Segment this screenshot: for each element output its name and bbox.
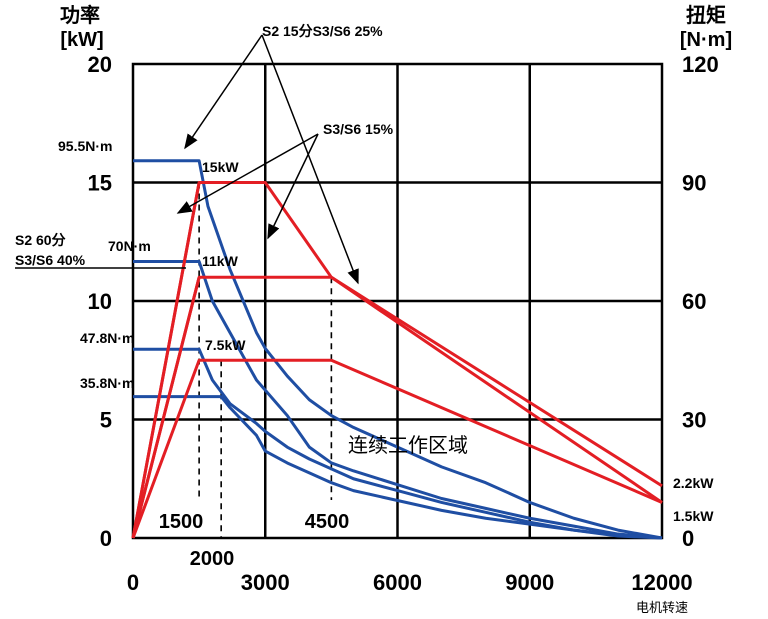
- annotation-arrows: [176, 34, 359, 285]
- power-curve-3: [131, 182, 201, 539]
- right-axis-title: 扭矩: [686, 3, 726, 27]
- left-tick-label: 0: [100, 526, 112, 551]
- x-tick-label: 6000: [373, 570, 422, 595]
- left-tick-label: 20: [88, 52, 112, 77]
- label-s2-60-line1: S2 60分: [15, 232, 66, 248]
- power-curve-2: [131, 358, 663, 539]
- x-axis-title: 电机转速: [636, 600, 688, 615]
- label-s3-15: S3/S6 15%: [323, 121, 394, 137]
- label-torque-95: 95.5N·m: [58, 138, 112, 154]
- left-tick-label: 15: [88, 171, 112, 196]
- label-torque-47: 47.8N·m: [80, 330, 134, 346]
- label-power-7-5: 7.5kW: [205, 337, 246, 353]
- label-power-1-5: 1.5kW: [673, 508, 714, 524]
- annotation-arrow-3: [267, 133, 319, 240]
- speed-guide-lines: [198, 182, 333, 538]
- annotation-arrow-2: [176, 133, 319, 214]
- x-tick-label: 0: [127, 570, 139, 595]
- speed-marker-4500: 4500: [305, 511, 350, 533]
- axis-ticks: 0 5 10 15 20 0 30 60 90 120 0 3000 6000 9000 12000: [88, 52, 719, 595]
- right-tick-label: 30: [682, 408, 706, 433]
- x-tick-label: 12000: [631, 570, 692, 595]
- label-power-11: 11kW: [202, 253, 239, 269]
- x-tick-label: 9000: [505, 570, 554, 595]
- right-tick-label: 120: [682, 52, 719, 77]
- label-s2-60-line2: S3/S6 40%: [15, 252, 86, 268]
- torque-curve-1: [133, 260, 663, 540]
- left-tick-label: 10: [88, 289, 112, 314]
- left-axis-unit: [kW]: [60, 29, 103, 51]
- label-torque-35: 35.8N·m: [80, 375, 134, 391]
- right-tick-label: 60: [682, 289, 706, 314]
- speed-marker-2000: 2000: [190, 548, 235, 570]
- right-axis-unit: [N·m]: [680, 29, 732, 51]
- label-continuous-zone: 连续工作区域: [348, 434, 468, 457]
- label-power-15: 15kW: [202, 159, 239, 175]
- x-tick-label: 3000: [241, 570, 290, 595]
- torque-curve-0: [133, 159, 663, 540]
- label-torque-70: 70N·m: [108, 238, 151, 254]
- right-tick-label: 0: [682, 526, 694, 551]
- left-axis-title: 功率: [60, 3, 100, 27]
- right-tick-label: 90: [682, 171, 706, 196]
- speed-marker-1500: 1500: [159, 511, 204, 533]
- series-lines: [15, 159, 663, 540]
- label-power-2-2: 2.2kW: [673, 475, 714, 491]
- annotation-arrow-1: [261, 34, 359, 285]
- torque-curve-3: [133, 395, 663, 540]
- label-s2-15: S2 15分S3/S6 25%: [262, 23, 383, 39]
- left-tick-label: 5: [100, 408, 112, 433]
- annotation-arrow-0: [184, 34, 263, 150]
- power-curve-4: [131, 276, 201, 539]
